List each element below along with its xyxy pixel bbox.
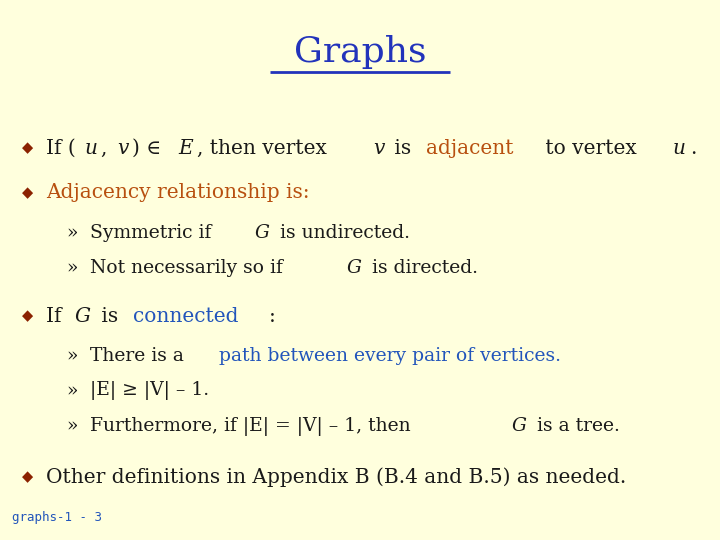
Text: u: u xyxy=(673,138,686,158)
Text: u: u xyxy=(84,138,97,158)
Text: :: : xyxy=(269,307,276,326)
Text: ) ∈: ) ∈ xyxy=(132,138,168,158)
Text: G: G xyxy=(346,259,361,277)
Text: G: G xyxy=(511,417,526,435)
Text: G: G xyxy=(74,307,90,326)
Text: is undirected.: is undirected. xyxy=(274,224,410,242)
Text: ◆: ◆ xyxy=(22,308,34,323)
Text: connected: connected xyxy=(133,307,238,326)
Text: »: » xyxy=(66,347,78,365)
Text: ◆: ◆ xyxy=(22,140,34,156)
Text: is directed.: is directed. xyxy=(366,259,478,277)
Text: Not necessarily so if: Not necessarily so if xyxy=(90,259,289,277)
Text: If (: If ( xyxy=(46,138,76,158)
Text: path between every pair of vertices.: path between every pair of vertices. xyxy=(219,347,561,365)
Text: graphs-1 - 3: graphs-1 - 3 xyxy=(12,511,102,524)
Text: »: » xyxy=(66,224,78,242)
Text: ◆: ◆ xyxy=(22,469,34,484)
Text: »: » xyxy=(66,417,78,435)
Text: is a tree.: is a tree. xyxy=(531,417,620,435)
Text: If: If xyxy=(46,307,68,326)
Text: G: G xyxy=(254,224,269,242)
Text: .: . xyxy=(690,138,696,158)
Text: v: v xyxy=(117,138,129,158)
Text: v: v xyxy=(373,138,384,158)
Text: There is a: There is a xyxy=(90,347,190,365)
Text: ◆: ◆ xyxy=(22,186,34,200)
Text: to vertex: to vertex xyxy=(539,138,643,158)
Text: ,: , xyxy=(102,138,114,158)
Text: »: » xyxy=(66,382,78,400)
Text: Furthermore, if |E| = |V| – 1, then: Furthermore, if |E| = |V| – 1, then xyxy=(90,416,417,435)
Text: is: is xyxy=(95,307,125,326)
Text: |E| ≥ |V| – 1.: |E| ≥ |V| – 1. xyxy=(90,381,209,401)
Text: »: » xyxy=(66,259,78,277)
Text: E: E xyxy=(178,138,193,158)
Text: , then vertex: , then vertex xyxy=(197,138,333,158)
Text: is: is xyxy=(387,138,417,158)
Text: Graphs: Graphs xyxy=(294,35,426,69)
Text: adjacent: adjacent xyxy=(426,138,513,158)
Text: Adjacency relationship is:: Adjacency relationship is: xyxy=(46,184,310,202)
Text: Other definitions in Appendix B (B.4 and B.5) as needed.: Other definitions in Appendix B (B.4 and… xyxy=(46,467,626,487)
Text: Symmetric if: Symmetric if xyxy=(90,224,217,242)
